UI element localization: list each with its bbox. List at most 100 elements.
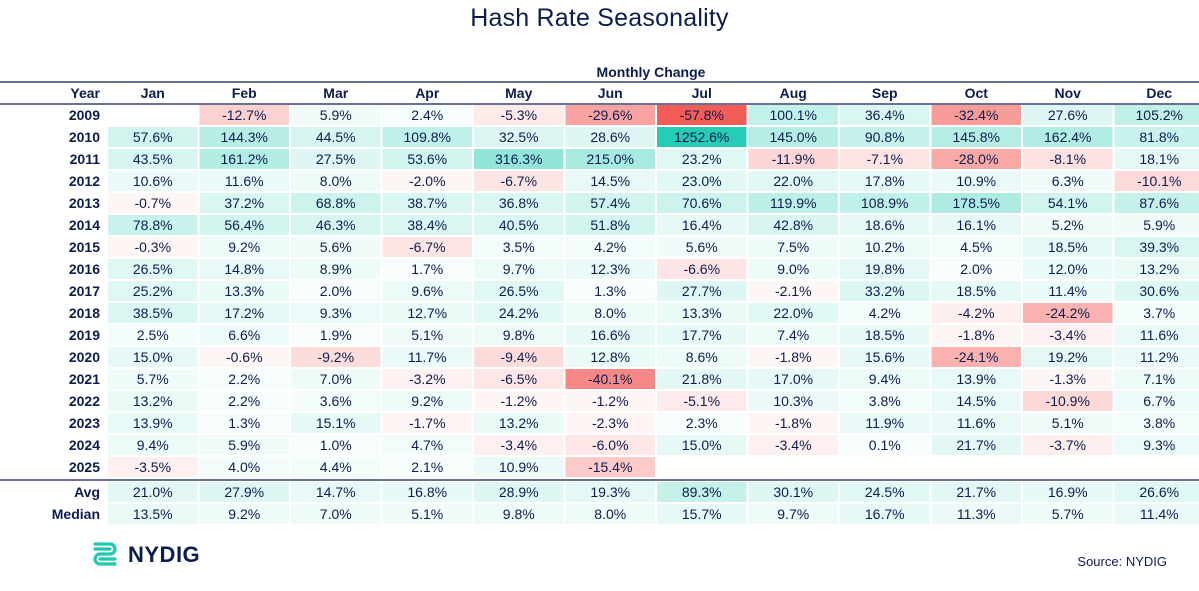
year-row-cell-bg: [840, 303, 930, 323]
year-row-cell-bg: [748, 193, 838, 213]
year-row-cell-value: -40.1%: [588, 371, 632, 387]
year-row-cell-value: 5.1%: [411, 327, 443, 343]
year-row-cell-value: 53.6%: [407, 151, 447, 167]
year-row-cell-value: 11.2%: [1140, 349, 1179, 365]
year-row-cell-bg: [199, 281, 289, 301]
year-row-cell-bg: [1023, 369, 1113, 389]
year-row-cell-bg: [931, 171, 1021, 191]
year-row-cell-value: 22.0%: [773, 305, 813, 321]
year-row-cell-value: 70.6%: [682, 195, 722, 211]
year-row-cell-value: 42.8%: [773, 217, 813, 233]
year-row-cell-value: 7.5%: [777, 239, 809, 255]
year-row-cell-bg: [108, 281, 198, 301]
summary-row-label: Median: [52, 506, 100, 522]
year-row-cell-bg: [1023, 435, 1113, 455]
year-row-cell-value: 18.5%: [1048, 239, 1088, 255]
year-row-cell-bg: [474, 303, 564, 323]
year-row-cell-bg: [931, 347, 1021, 367]
year-row-cell-bg: [748, 347, 838, 367]
year-row-cell-value: 9.4%: [869, 371, 901, 387]
year-row-cell-bg: [1114, 149, 1199, 169]
year-row-cell-bg: [1114, 391, 1199, 411]
year-row-cell-value: -24.1%: [954, 349, 998, 365]
year-row-cell-bg: [840, 391, 930, 411]
year-row-cell-value: 18.5%: [956, 283, 996, 299]
year-row-cell-value: 13.3%: [682, 305, 722, 321]
year-row-cell-value: 0.1%: [869, 437, 901, 453]
year-row-cell-bg: [1114, 259, 1199, 279]
year-row-cell-value: -1.2%: [500, 393, 537, 409]
year-row-cell-value: -29.6%: [588, 107, 632, 123]
year-row-cell-value: -1.8%: [775, 415, 812, 431]
summary-row-cell-bg: [1023, 504, 1113, 524]
column-header-jun: Jun: [598, 85, 623, 101]
year-row-cell-bg: [931, 127, 1021, 147]
year-row-cell-bg: [382, 391, 472, 411]
year-row-cell-value: 9.3%: [1143, 437, 1175, 453]
year-row-cell-bg: [931, 281, 1021, 301]
year-row-cell-value: -2.3%: [592, 415, 629, 431]
year-row-cell-bg: [474, 347, 564, 367]
year-row-cell-value: 11.9%: [865, 415, 904, 431]
year-row-cell-value: 38.7%: [407, 195, 447, 211]
year-row-cell-bg: [199, 435, 289, 455]
year-row-cell-value: -9.2%: [317, 349, 354, 365]
year-row-cell-value: -5.3%: [500, 107, 537, 123]
year-row-cell-bg: [931, 325, 1021, 345]
year-row-cell-value: 13.9%: [956, 371, 996, 387]
year-row-cell-bg: [840, 347, 930, 367]
year-row-cell-value: 6.6%: [228, 327, 260, 343]
year-row-cell-value: -3.5%: [134, 459, 171, 475]
year-row-cell-value: 19.8%: [865, 261, 905, 277]
year-row-cell-value: 81.8%: [1139, 129, 1179, 145]
year-row-cell-value: -6.6%: [683, 261, 720, 277]
year-row-cell-bg: [657, 149, 747, 169]
year-row-cell-bg: [474, 391, 564, 411]
column-header-sep: Sep: [872, 85, 898, 101]
year-row-cell-bg: [199, 391, 289, 411]
year-row-cell-value: 38.5%: [133, 305, 173, 321]
year-row-cell-value: 14.8%: [224, 261, 264, 277]
summary-row-cell-value: 9.7%: [777, 506, 809, 522]
year-row-cell-value: 8.9%: [320, 261, 352, 277]
year-row-cell-value: 8.0%: [320, 173, 352, 189]
year-row-cell-bg: [382, 413, 472, 433]
summary-row-cell-bg: [382, 504, 472, 524]
year-row-cell-value: 15.6%: [865, 349, 905, 365]
year-row-cell-bg: [565, 259, 655, 279]
column-header-dec: Dec: [1146, 85, 1172, 101]
summary-row-cell-value: 9.8%: [503, 506, 535, 522]
year-row-cell-value: 56.4%: [224, 217, 264, 233]
column-header-aug: Aug: [780, 85, 807, 101]
year-row-cell-bg: [382, 303, 472, 323]
year-row-label: 2014: [69, 217, 100, 233]
year-row-cell-bg: [382, 193, 472, 213]
year-row-cell-bg: [931, 369, 1021, 389]
year-row-cell-bg: [1023, 391, 1113, 411]
summary-row-cell-bg: [199, 504, 289, 524]
summary-row-cell-bg: [291, 482, 381, 502]
year-row-label: 2020: [69, 349, 100, 365]
year-row-cell-value: -15.4%: [588, 459, 632, 475]
summary-row-cell-value: 30.1%: [773, 484, 813, 500]
year-row-cell-bg: [108, 347, 198, 367]
year-row-cell-value: -1.7%: [409, 415, 446, 431]
year-row-cell-value: 4.4%: [320, 459, 352, 475]
year-row-cell-bg: [931, 391, 1021, 411]
year-row-cell-bg: [565, 303, 655, 323]
table-subtitle: Monthly Change: [597, 64, 706, 80]
year-row-cell-value: 11.6%: [1140, 327, 1179, 343]
year-row-cell-value: -57.8%: [680, 107, 724, 123]
year-row-cell-bg: [1114, 281, 1199, 301]
year-row-cell-bg: [108, 237, 198, 257]
year-row-cell-value: -2.1%: [775, 283, 812, 299]
year-row-cell-bg: [291, 193, 381, 213]
year-row-cell-value: -0.3%: [134, 239, 171, 255]
year-row-cell-bg: [1023, 193, 1113, 213]
year-row-cell-bg: [291, 281, 381, 301]
year-row-cell-bg: [108, 369, 198, 389]
year-row-cell-value: 30.6%: [1139, 283, 1179, 299]
year-row-cell-value: 32.5%: [499, 129, 539, 145]
year-row-cell-value: 28.6%: [590, 129, 630, 145]
year-row-cell-value: 37.2%: [224, 195, 264, 211]
